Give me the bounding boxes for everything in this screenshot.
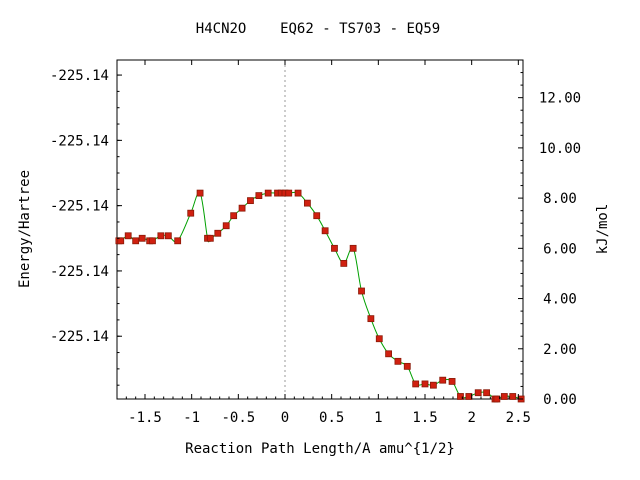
left-tick-label: -225.14 xyxy=(50,264,109,280)
data-point xyxy=(313,212,321,220)
data-point xyxy=(196,189,204,197)
data-point xyxy=(457,393,464,400)
data-point xyxy=(138,234,146,242)
data-point xyxy=(331,244,338,252)
data-point xyxy=(294,189,302,197)
data-point xyxy=(493,395,501,403)
x-tick-label: 0 xyxy=(281,410,289,426)
x-tick-label: 1 xyxy=(374,410,382,426)
right-tick-label: 2.00 xyxy=(543,342,577,358)
data-point xyxy=(214,229,222,237)
data-point xyxy=(132,237,140,245)
left-tick-label: -225.14 xyxy=(50,199,109,215)
data-point xyxy=(321,227,329,235)
data-point xyxy=(238,204,246,212)
data-point xyxy=(375,335,383,343)
data-point xyxy=(394,357,402,365)
data-point xyxy=(465,393,473,400)
data-point xyxy=(509,393,517,400)
chart-title: H4CN2O EQ62 - TS703 - EQ59 xyxy=(196,21,440,37)
plot-area xyxy=(116,59,524,400)
x-tick-label: 2 xyxy=(467,410,475,426)
x-tick-label: 2.5 xyxy=(506,410,531,426)
data-point xyxy=(149,237,156,245)
x-tick-label: -1.5 xyxy=(128,410,162,426)
x-axis-label: Reaction Path Length/A amu^{1/2} xyxy=(185,441,455,457)
data-point xyxy=(264,189,272,197)
data-point xyxy=(255,192,263,200)
data-point xyxy=(124,232,132,240)
data-point xyxy=(164,232,172,240)
left-tick-label: -225.14 xyxy=(50,68,109,84)
data-point xyxy=(483,389,491,397)
data-point xyxy=(230,212,238,220)
data-point xyxy=(421,380,429,388)
data-point xyxy=(303,199,311,207)
x-tick-label: 0.5 xyxy=(319,410,344,426)
data-point xyxy=(340,259,348,267)
data-point xyxy=(367,315,375,323)
data-point xyxy=(206,234,214,242)
right-tick-label: 0.00 xyxy=(543,392,577,408)
data-point xyxy=(500,393,508,400)
data-point xyxy=(412,380,420,388)
x-tick-label: 1.5 xyxy=(412,410,437,426)
data-point xyxy=(429,381,437,389)
x-tick-label: -0.5 xyxy=(221,410,255,426)
data-point xyxy=(222,222,230,230)
left-tick-label: -225.14 xyxy=(50,329,109,345)
right-tick-label: 10.00 xyxy=(539,141,581,157)
left-tick-label: -225.14 xyxy=(50,133,109,149)
data-point xyxy=(349,244,357,252)
data-point xyxy=(474,389,482,397)
right-axis-label: kJ/mol xyxy=(595,204,611,255)
right-tick-label: 6.00 xyxy=(543,241,577,257)
data-point xyxy=(358,287,365,295)
data-point xyxy=(247,197,254,205)
data-point xyxy=(439,376,447,384)
x-tick-label: -1 xyxy=(183,410,200,426)
right-tick-label: 4.00 xyxy=(543,292,577,308)
data-point xyxy=(385,350,393,358)
left-axis-label: Energy/Hartree xyxy=(17,170,33,288)
data-point xyxy=(403,362,411,370)
energy-curve xyxy=(118,191,522,401)
data-point xyxy=(174,237,182,245)
right-tick-label: 8.00 xyxy=(543,191,577,207)
data-point xyxy=(157,232,165,240)
data-point xyxy=(117,237,125,245)
right-tick-label: 12.00 xyxy=(539,91,581,107)
data-point xyxy=(285,189,293,197)
data-point xyxy=(187,209,195,217)
data-point xyxy=(448,378,456,385)
